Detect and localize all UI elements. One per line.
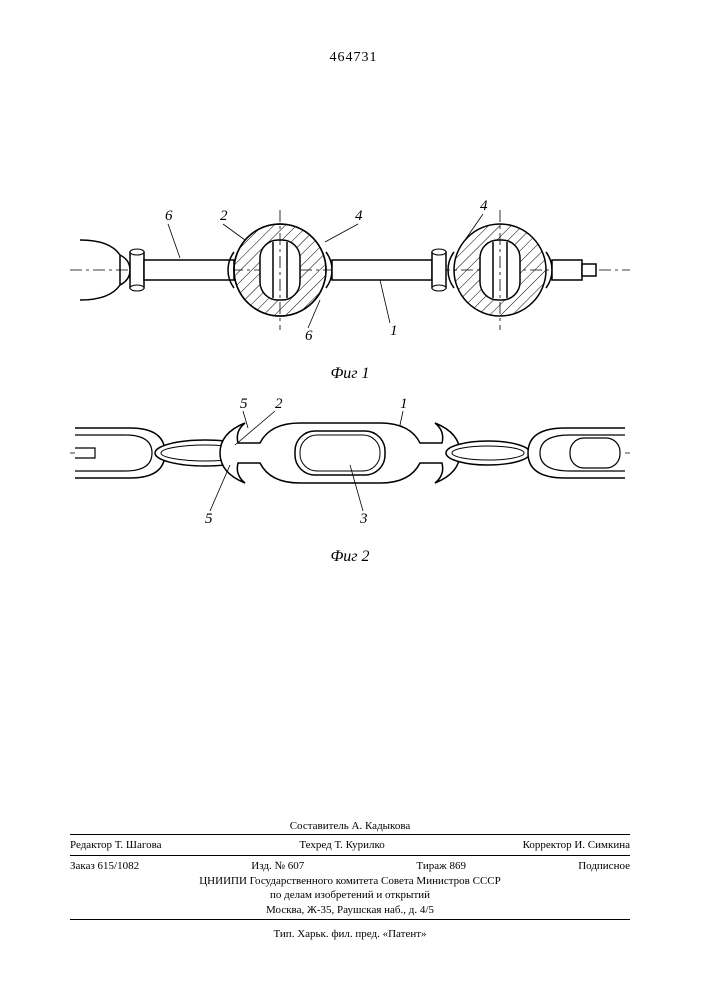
editor: Редактор Т. Шагова <box>70 839 162 851</box>
fig1-caption: Фиг 1 <box>70 365 630 383</box>
callout-5a: 5 <box>240 396 248 412</box>
figure-2: 5 2 1 5 3 <box>70 393 630 543</box>
org-line-2: по делам изобретений и открытий <box>70 888 630 902</box>
callout-3: 3 <box>359 511 368 527</box>
callout-2: 2 <box>220 208 228 224</box>
corrector: Корректор И. Симкина <box>523 839 630 851</box>
callout-6a: 6 <box>165 208 173 224</box>
izd-number: Изд. № 607 <box>251 860 304 872</box>
document-number: 464731 <box>0 50 707 66</box>
callout-6b: 6 <box>305 328 313 344</box>
callout-1b: 1 <box>400 396 408 412</box>
figures-container: 6 2 4 4 6 1 Фиг 1 <box>70 180 630 566</box>
techred: Техред Т. Курилко <box>299 839 384 851</box>
compiler-line: Составитель А. Кадыкова <box>70 820 630 832</box>
patent-page: 464731 <box>0 0 707 1000</box>
subscription: Подписное <box>578 860 630 872</box>
callout-5b: 5 <box>205 511 213 527</box>
address: Москва, Ж-35, Раушская наб., д. 4/5 <box>70 903 630 917</box>
callout-1: 1 <box>390 323 398 339</box>
callout-4b: 4 <box>480 198 488 214</box>
fig2-caption: Фиг 2 <box>70 548 630 566</box>
figure-1: 6 2 4 4 6 1 <box>70 180 630 360</box>
typography: Тип. Харьк. фил. пред. «Патент» <box>70 928 630 940</box>
footer: Составитель А. Кадыкова Редактор Т. Шаго… <box>70 820 630 940</box>
callout-4a: 4 <box>355 208 363 224</box>
callout-2b: 2 <box>275 396 283 412</box>
org-line-1: ЦНИИПИ Государственного комитета Совета … <box>70 874 630 888</box>
tirage: Тираж 869 <box>416 860 466 872</box>
order-number: Заказ 615/1082 <box>70 860 139 872</box>
